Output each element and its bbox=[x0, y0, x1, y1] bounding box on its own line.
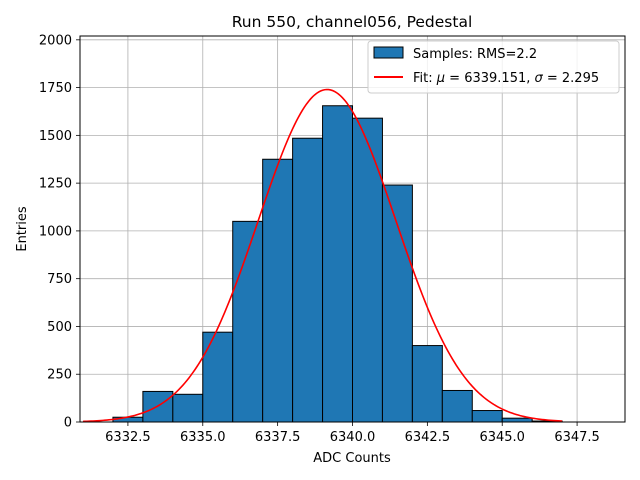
legend-box bbox=[367, 40, 620, 94]
y-tick-label: 1250 bbox=[39, 177, 72, 192]
y-axis-ticks: 0 250 500 750 1000 1250 1500 1750 2000 bbox=[39, 33, 80, 431]
legend-fit-sigma-symbol: σ bbox=[535, 71, 544, 86]
x-tick-label: 6337.5 bbox=[255, 430, 301, 445]
x-tick-label: 6332.5 bbox=[105, 430, 151, 445]
legend-fit-mu-symbol: μ bbox=[436, 71, 445, 86]
y-tick-label: 1500 bbox=[39, 129, 72, 144]
fit-curve-group bbox=[82, 88, 563, 423]
legend-fit-label: Fit: μ = 6339.151, σ = 2.295 bbox=[413, 71, 599, 86]
y-tick-label: 0 bbox=[64, 416, 72, 431]
y-tick-label: 500 bbox=[47, 320, 72, 335]
y-tick-label: 250 bbox=[47, 368, 72, 383]
histogram-bar bbox=[262, 158, 294, 423]
y-tick-label: 2000 bbox=[39, 33, 72, 48]
legend-fit-mu-value: = 6339.151, bbox=[445, 71, 534, 86]
x-tick-label: 6345.0 bbox=[479, 430, 525, 445]
legend: Samples: RMS=2.2 Fit: μ = 6339.151, σ = … bbox=[367, 40, 620, 94]
y-axis-label: Entries bbox=[15, 206, 30, 252]
x-tick-label: 6342.5 bbox=[405, 430, 451, 445]
legend-histogram-swatch bbox=[373, 46, 404, 59]
x-tick-label: 6340.0 bbox=[330, 430, 376, 445]
legend-fit-prefix: Fit: bbox=[413, 71, 437, 86]
histogram-bar bbox=[441, 389, 473, 423]
y-tick-label: 1000 bbox=[39, 224, 72, 239]
x-axis-ticks: 6332.5 6335.0 6337.5 6340.0 6342.5 6345.0 6347… bbox=[105, 422, 600, 445]
x-axis-label: ADC Counts bbox=[313, 451, 391, 466]
x-tick-label: 6335.0 bbox=[180, 430, 226, 445]
x-tick-label: 6347.5 bbox=[554, 430, 600, 445]
histogram-bar bbox=[172, 393, 204, 423]
histogram-bar bbox=[411, 345, 443, 423]
histogram-bar bbox=[352, 117, 383, 423]
chart-title: Run 550, channel056, Pedestal bbox=[232, 13, 473, 31]
histogram-bar bbox=[292, 137, 324, 423]
histogram-bar bbox=[381, 184, 413, 423]
histogram-bar bbox=[501, 417, 533, 423]
legend-histogram-label: Samples: RMS=2.2 bbox=[413, 47, 537, 62]
histogram-bar bbox=[322, 105, 353, 423]
plot-area bbox=[79, 35, 626, 423]
histogram-bar bbox=[471, 410, 503, 423]
y-tick-label: 1750 bbox=[39, 81, 72, 96]
y-tick-label: 750 bbox=[47, 272, 72, 287]
histogram-bar bbox=[202, 331, 234, 423]
gaussian-fit-curve bbox=[82, 88, 563, 423]
legend-fit-sigma-value: = 2.295 bbox=[543, 71, 599, 86]
